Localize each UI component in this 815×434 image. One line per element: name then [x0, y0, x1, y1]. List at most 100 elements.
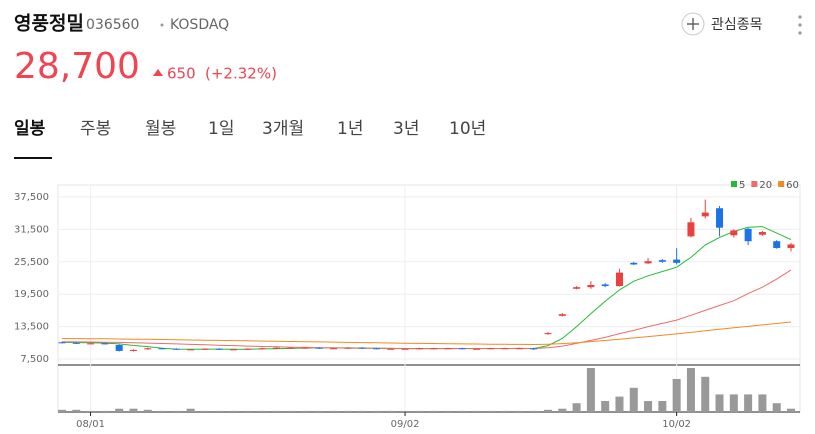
- volume-bar: [558, 408, 567, 412]
- chart: 7,500 13,500 19,500 25,500 31,500 37,500 08/01…: [14, 180, 801, 430]
- volume-bar: [544, 409, 552, 412]
- candle-body: [201, 348, 209, 350]
- candle-body: [601, 284, 609, 287]
- volume-bar: [772, 403, 781, 412]
- candle-body: [244, 348, 252, 350]
- tab[interactable]: 10년: [449, 119, 486, 139]
- tab[interactable]: 3개월: [262, 119, 304, 139]
- candle-body: [530, 348, 538, 350]
- y-tick-label: 37,500: [14, 192, 49, 203]
- volume-bar: [72, 409, 81, 412]
- candle-body: [415, 348, 423, 350]
- candle-body: [701, 212, 709, 217]
- stock-name: 영풍정밀: [14, 13, 84, 35]
- volume-bar: [629, 387, 638, 412]
- volume-bar: [286, 410, 295, 412]
- y-tick-label: 19,500: [14, 289, 49, 300]
- candle-body: [515, 348, 523, 350]
- volume-bar: [200, 410, 209, 412]
- candle-body: [758, 232, 766, 235]
- legend-label: 20: [759, 180, 772, 191]
- volume-bar: [787, 408, 795, 412]
- tab[interactable]: 월봉: [145, 119, 176, 139]
- candle-body: [444, 348, 452, 350]
- volume-bar: [143, 409, 152, 412]
- candle-body: [330, 348, 338, 350]
- candle-body: [716, 208, 724, 228]
- candle-body: [272, 347, 280, 349]
- volume-bar: [586, 368, 595, 412]
- tabs: 일봉 주봉 월봉 1일 3개월 1년 3년 10년: [14, 119, 486, 159]
- tab[interactable]: 3년: [393, 119, 419, 139]
- moving-average-line: [61, 269, 792, 350]
- volume-bar: [343, 410, 352, 412]
- candle-body: [630, 262, 638, 265]
- tab[interactable]: 1일: [208, 119, 234, 139]
- volume-bar: [115, 408, 124, 412]
- candle-body: [501, 348, 509, 350]
- up-arrow: [153, 69, 163, 76]
- x-tick-label: 08/01: [76, 419, 105, 430]
- watch-button[interactable]: 관심종목: [681, 12, 763, 36]
- legend-label: 60: [786, 180, 799, 191]
- candle-body: [258, 348, 266, 350]
- volume-bar: [572, 403, 581, 412]
- candle-body: [573, 287, 581, 289]
- y-tick-label: 31,500: [14, 224, 49, 235]
- candle-body: [344, 347, 352, 349]
- candle-body: [158, 348, 166, 350]
- candle-body: [115, 345, 123, 351]
- candle-body: [787, 244, 795, 248]
- stock-code: 036560: [86, 17, 139, 33]
- volume-bar: [644, 401, 653, 412]
- price: 28,700: [14, 46, 140, 87]
- candle-body: [487, 348, 495, 350]
- volume-bar: [458, 410, 467, 412]
- volume-bar: [415, 410, 424, 412]
- change: 650: [167, 65, 196, 83]
- volume-bar: [129, 408, 138, 412]
- candle-body: [129, 349, 137, 351]
- volume-bar: [443, 410, 452, 412]
- candle-body: [172, 348, 180, 350]
- candle-body: [72, 342, 80, 344]
- change-rate: (+2.32%): [205, 65, 277, 83]
- volume-bar: [615, 396, 624, 412]
- moving-average-line: [61, 226, 792, 350]
- volume-bar: [386, 410, 395, 412]
- tab[interactable]: 주봉: [80, 119, 111, 139]
- candle-body: [401, 348, 409, 350]
- candle-body: [644, 261, 652, 264]
- candle-body: [315, 347, 323, 349]
- candle-body: [287, 347, 295, 349]
- candle-body: [544, 333, 552, 335]
- separator-dot: [160, 23, 164, 27]
- volume-bar: [701, 376, 710, 412]
- tab[interactable]: 1년: [337, 119, 363, 139]
- volume-bar: [758, 394, 767, 412]
- volume-bar: [529, 410, 538, 412]
- plus-icon: [687, 18, 699, 30]
- candle-body: [101, 343, 109, 345]
- volume-bar: [372, 410, 381, 412]
- volume-bar: [272, 410, 281, 412]
- candle-body: [587, 285, 595, 288]
- legend-swatch: [731, 181, 737, 187]
- candle-body: [430, 348, 438, 350]
- candle-body: [215, 348, 223, 350]
- volume-bar: [515, 410, 524, 412]
- volume-bar: [658, 401, 667, 412]
- more-menu[interactable]: [798, 15, 802, 35]
- volume-bar: [672, 379, 681, 412]
- candle-body: [658, 260, 666, 262]
- candle-body: [387, 348, 395, 350]
- tab[interactable]: 일봉: [14, 119, 46, 139]
- candle-body: [615, 272, 623, 287]
- market: KOSDAQ: [170, 17, 229, 33]
- candle-body: [187, 349, 195, 351]
- volume-bar: [158, 410, 167, 412]
- volume-bar: [401, 410, 410, 412]
- watch-label[interactable]: 관심종목: [711, 17, 763, 33]
- volume-bar: [601, 401, 610, 412]
